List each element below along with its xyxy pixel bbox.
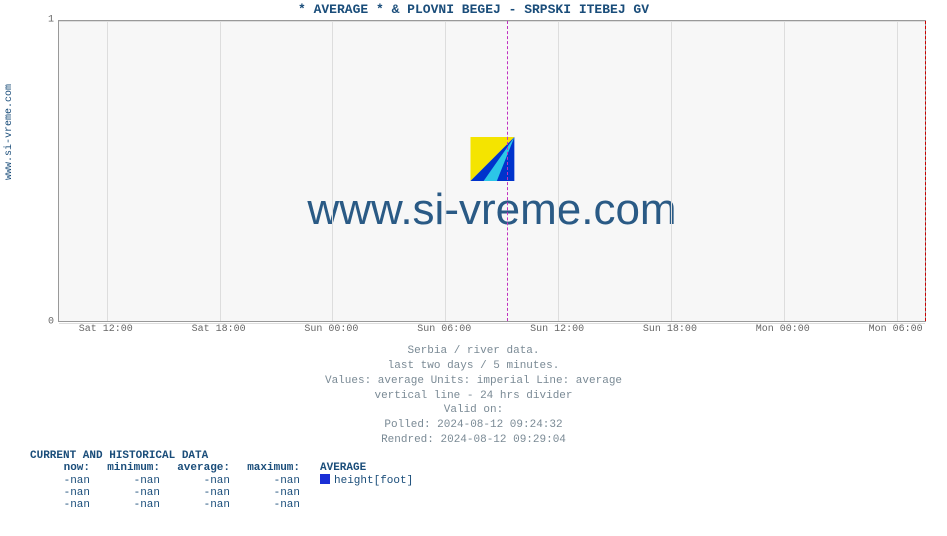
stats-title: CURRENT AND HISTORICAL DATA [30,450,423,462]
xtick-label: Sat 18:00 [192,324,246,335]
caption-line: Polled: 2024-08-12 09:24:32 [0,418,947,433]
gridline-v [220,21,221,321]
col-legend: AVERAGE [310,462,423,474]
gridline-v [897,21,898,321]
chart-caption: Serbia / river data. last two days / 5 m… [0,344,947,448]
caption-line: Serbia / river data. [0,344,947,359]
xtick-label: Mon 06:00 [869,324,923,335]
gridline-v [107,21,108,321]
chart-title: * AVERAGE * & PLOVNI BEGEJ - SRPSKI ITEB… [0,0,947,17]
plot-region: www.si-vreme.com [58,20,926,322]
end-marker [925,21,926,321]
gridline-h [59,21,925,22]
xtick-label: Sun 06:00 [417,324,471,335]
stats-row: -nan-nan-nan-nan [30,499,423,511]
stats-cell: -nan [240,499,310,511]
xtick-label: Sun 12:00 [530,324,584,335]
stats-cell: -nan [30,474,100,487]
legend-cell: height[foot] [310,474,423,487]
stats-cell: -nan [170,487,240,499]
caption-line: vertical line - 24 hrs divider [0,389,947,404]
col-min: minimum: [100,462,170,474]
stats-block: CURRENT AND HISTORICAL DATA now: minimum… [30,450,423,511]
xtick-label: Sun 18:00 [643,324,697,335]
gridline-v [784,21,785,321]
caption-line: Valid on: [0,403,947,418]
xtick-label: Mon 00:00 [756,324,810,335]
caption-line: last two days / 5 minutes. [0,359,947,374]
stats-cell: -nan [100,474,170,487]
gridline-v [558,21,559,321]
watermark-text: www.si-vreme.com [307,185,676,234]
stats-table: now: minimum: average: maximum: AVERAGE … [30,462,423,511]
gridline-v [332,21,333,321]
stats-cell: -nan [240,474,310,487]
legend-cell [310,499,423,511]
stats-row: -nan-nan-nan-nan [30,487,423,499]
divider-24h [507,21,508,321]
xtick-label: Sat 12:00 [79,324,133,335]
caption-line: Rendred: 2024-08-12 09:29:04 [0,433,947,448]
stats-cell: -nan [170,499,240,511]
vertical-axis-label: www.si-vreme.com [4,84,15,180]
col-now: now: [30,462,100,474]
xtick-label: Sun 00:00 [304,324,358,335]
chart-area: www.si-vreme.com 01Sat 12:00Sat 18:00Sun… [40,20,930,340]
ytick-label: 0 [48,317,54,328]
gridline-v [671,21,672,321]
col-max: maximum: [240,462,310,474]
stats-cell: -nan [30,487,100,499]
stats-cell: -nan [170,474,240,487]
legend-cell [310,487,423,499]
legend-color-icon [320,474,330,484]
stats-cell: -nan [240,487,310,499]
stats-cell: -nan [100,499,170,511]
stats-header-row: now: minimum: average: maximum: AVERAGE [30,462,423,474]
col-avg: average: [170,462,240,474]
gridline-v [445,21,446,321]
watermark: www.si-vreme.com [307,137,676,235]
stats-cell: -nan [30,499,100,511]
stats-row: -nan-nan-nan-nanheight[foot] [30,474,423,487]
stats-cell: -nan [100,487,170,499]
caption-line: Values: average Units: imperial Line: av… [0,374,947,389]
ytick-label: 1 [48,15,54,26]
